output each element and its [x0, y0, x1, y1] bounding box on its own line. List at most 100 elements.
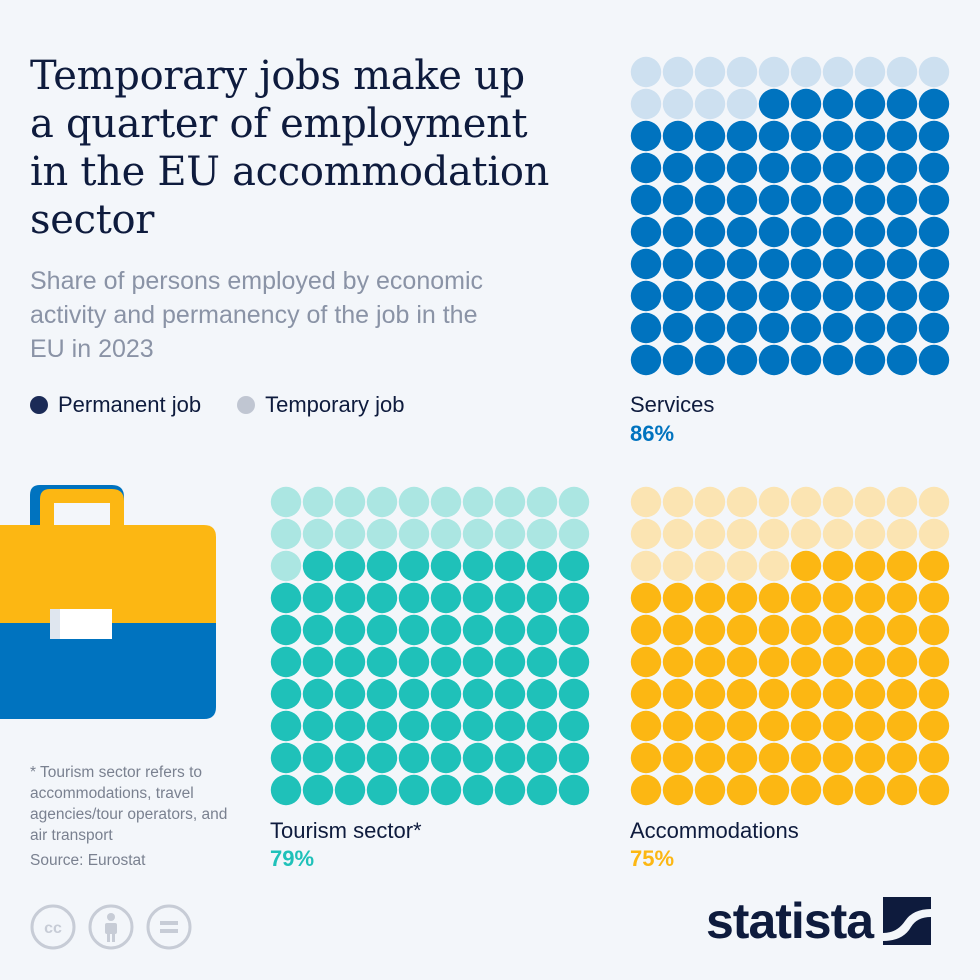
- waffle-dot-permanent: [694, 614, 726, 646]
- waffle-dot-temporary: [694, 56, 726, 88]
- waffle-dot-permanent: [694, 216, 726, 248]
- waffle-dot-permanent: [886, 184, 918, 216]
- waffle-dot-permanent: [886, 774, 918, 806]
- waffle-dot-permanent: [630, 582, 662, 614]
- waffle-dot-permanent: [886, 216, 918, 248]
- waffle-dot-temporary: [790, 56, 822, 88]
- waffle-dot-temporary: [334, 486, 366, 518]
- waffle-dot-permanent: [726, 312, 758, 344]
- waffle-dot-permanent: [822, 774, 854, 806]
- waffle-dot-permanent: [662, 646, 694, 678]
- waffle-dot-permanent: [662, 312, 694, 344]
- waffle-dot-permanent: [462, 774, 494, 806]
- waffle-dot-temporary: [918, 486, 950, 518]
- waffle-dot-temporary: [854, 56, 886, 88]
- waffle-dot-permanent: [918, 774, 950, 806]
- legend-label-temporary: Temporary job: [265, 392, 405, 417]
- waffle-dot-permanent: [822, 614, 854, 646]
- waffle-dot-temporary: [366, 486, 398, 518]
- waffle-dot-permanent: [822, 216, 854, 248]
- waffle-dot-permanent: [630, 344, 662, 376]
- waffle-dot-temporary: [526, 518, 558, 550]
- waffle-dot-permanent: [398, 614, 430, 646]
- waffle-dot-permanent: [270, 774, 302, 806]
- waffle-dot-permanent: [790, 646, 822, 678]
- waffle-dot-permanent: [302, 582, 334, 614]
- waffle-dot-permanent: [662, 678, 694, 710]
- waffle-dot-permanent: [854, 248, 886, 280]
- waffle-dot-permanent: [462, 582, 494, 614]
- waffle-dot-temporary: [886, 486, 918, 518]
- waffle-dot-temporary: [662, 56, 694, 88]
- waffle-dot-permanent: [558, 774, 590, 806]
- waffle-dot-permanent: [726, 184, 758, 216]
- waffle-dot-permanent: [430, 646, 462, 678]
- waffle-dot-temporary: [726, 486, 758, 518]
- waffle-dot-permanent: [334, 678, 366, 710]
- waffle-dot-permanent: [854, 344, 886, 376]
- waffle-dot-permanent: [694, 742, 726, 774]
- waffle-dot-permanent: [494, 742, 526, 774]
- waffle-dot-temporary: [694, 518, 726, 550]
- waffle-dot-permanent: [886, 550, 918, 582]
- waffle-dot-permanent: [918, 312, 950, 344]
- waffle-dot-permanent: [662, 614, 694, 646]
- waffle-dot-permanent: [630, 774, 662, 806]
- waffle-dot-permanent: [726, 646, 758, 678]
- waffle-dot-permanent: [630, 120, 662, 152]
- chart-title: Temporary jobs make up a quarter of empl…: [30, 53, 550, 243]
- waffle-dot-permanent: [758, 774, 790, 806]
- waffle-dot-permanent: [726, 152, 758, 184]
- waffle-dot-temporary: [662, 518, 694, 550]
- waffle-dot-temporary: [758, 518, 790, 550]
- waffle-dot-permanent: [918, 184, 950, 216]
- waffle-dot-permanent: [630, 646, 662, 678]
- waffle-dot-permanent: [558, 646, 590, 678]
- waffle-dot-permanent: [630, 614, 662, 646]
- source: Source: Eurostat: [30, 852, 146, 869]
- waffle-dot-permanent: [462, 678, 494, 710]
- waffle-dot-permanent: [790, 710, 822, 742]
- legend-label-permanent: Permanent job: [58, 392, 202, 417]
- waffle-dot-permanent: [854, 742, 886, 774]
- waffle-dot-temporary: [726, 88, 758, 120]
- waffle-dot-permanent: [334, 710, 366, 742]
- waffle-dot-permanent: [886, 312, 918, 344]
- waffle-dot-permanent: [270, 678, 302, 710]
- waffle-dot-permanent: [726, 280, 758, 312]
- waffle-dot-permanent: [726, 120, 758, 152]
- waffle-dot-permanent: [662, 344, 694, 376]
- waffle-dot-permanent: [694, 774, 726, 806]
- waffle-dot-permanent: [790, 312, 822, 344]
- waffle-dot-permanent: [854, 710, 886, 742]
- waffle-dot-permanent: [366, 678, 398, 710]
- waffle-dot-permanent: [790, 614, 822, 646]
- waffle-dot-temporary: [558, 486, 590, 518]
- waffle-dot-permanent: [918, 582, 950, 614]
- waffle-dot-permanent: [494, 710, 526, 742]
- waffle-dot-permanent: [630, 280, 662, 312]
- waffle-dot-temporary: [430, 486, 462, 518]
- waffle-dot-permanent: [526, 742, 558, 774]
- svg-text:cc: cc: [44, 920, 62, 937]
- waffle-dot-temporary: [494, 518, 526, 550]
- waffle-dot-permanent: [366, 550, 398, 582]
- waffle-dot-permanent: [334, 614, 366, 646]
- waffle-dot-permanent: [694, 280, 726, 312]
- waffle-dot-permanent: [526, 614, 558, 646]
- waffle-dot-permanent: [270, 742, 302, 774]
- waffle-dot-permanent: [790, 280, 822, 312]
- waffle-dot-permanent: [854, 88, 886, 120]
- waffle-dot-permanent: [662, 774, 694, 806]
- waffle-dot-permanent: [630, 312, 662, 344]
- waffle-dot-temporary: [854, 486, 886, 518]
- waffle-dot-permanent: [918, 280, 950, 312]
- waffle-dot-permanent: [526, 710, 558, 742]
- legend-item-permanent: Permanent job: [30, 392, 201, 418]
- waffle-dot-permanent: [302, 646, 334, 678]
- waffle-dot-permanent: [462, 742, 494, 774]
- waffle-dot-temporary: [886, 56, 918, 88]
- waffle-dot-permanent: [366, 614, 398, 646]
- legend-item-temporary: Temporary job: [237, 392, 404, 418]
- waffle-dot-permanent: [462, 646, 494, 678]
